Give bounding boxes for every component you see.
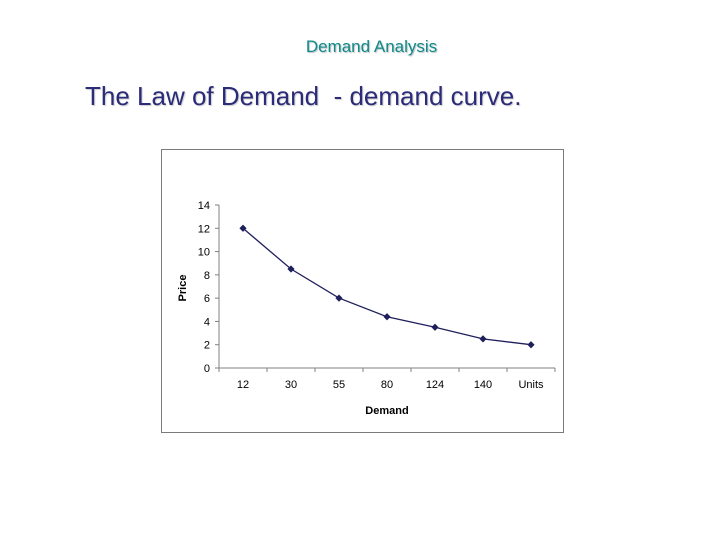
slide-heading: Demand Analysis <box>305 37 438 56</box>
x-tick-label: 30 <box>285 379 297 391</box>
x-axis-title: Demand <box>365 405 408 417</box>
data-point-marker <box>479 335 487 343</box>
y-axis-title: Price <box>177 275 189 302</box>
x-tick-label: 55 <box>333 379 345 391</box>
y-tick-label: 6 <box>204 293 210 305</box>
x-tick-label: 140 <box>474 379 492 391</box>
data-point-marker <box>383 313 391 321</box>
x-tick-label: 124 <box>426 379 444 391</box>
data-point-marker <box>335 294 343 302</box>
data-point-marker <box>431 323 439 331</box>
data-point-marker <box>527 341 535 349</box>
y-tick-label: 8 <box>204 270 210 282</box>
y-tick-label: 2 <box>204 340 210 352</box>
x-tick-label: 12 <box>237 379 249 391</box>
demand-curve-chart: 0 2 4 6 8 10 12 14 12 30 55 80 124 140 Units Price Dem… <box>177 200 556 417</box>
y-tick-label: 4 <box>204 316 210 328</box>
data-point-marker <box>239 224 247 232</box>
y-tick-label: 14 <box>198 200 210 212</box>
data-point-marker <box>287 265 295 273</box>
chart-frame: 0 2 4 6 8 10 12 14 12 30 55 80 124 140 Units Price Dem… <box>161 149 564 433</box>
y-tick-label: 0 <box>204 363 210 375</box>
x-tick-label: 80 <box>381 379 393 391</box>
demand-curve-line <box>242 227 532 346</box>
y-tick-label: 10 <box>198 247 210 259</box>
y-tick-label: 12 <box>198 223 210 235</box>
x-tick-label: Units <box>518 379 544 391</box>
slide-title: The Law of Demand - demand curve. <box>85 81 522 111</box>
